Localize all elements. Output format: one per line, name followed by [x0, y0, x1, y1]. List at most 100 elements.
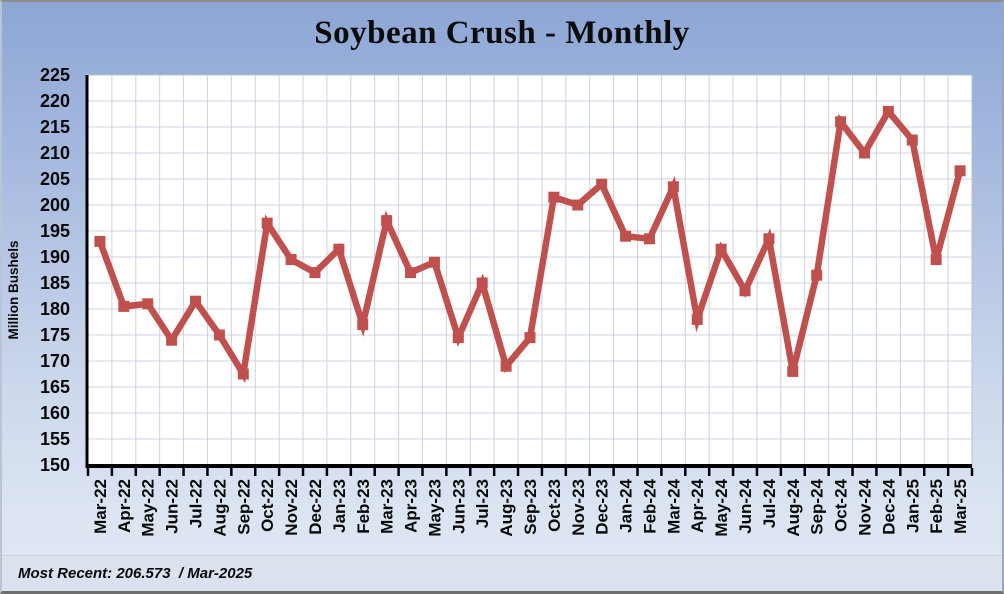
plot-area	[87, 74, 973, 466]
x-tick-label: Jul-22	[187, 479, 206, 528]
x-tick-label: May-23	[425, 479, 444, 537]
data-point-marker	[357, 319, 369, 331]
x-tick-label: Apr-22	[115, 479, 134, 533]
axes	[85, 75, 974, 476]
x-tick-label: Sep-23	[521, 479, 540, 535]
x-tick-label: Sep-24	[808, 478, 827, 534]
data-point-marker	[691, 313, 703, 325]
y-tick-label: 220	[40, 91, 70, 111]
x-tick-label: Jun-22	[163, 479, 182, 534]
x-tick-label: Nov-24	[855, 478, 874, 535]
x-tick-label: Feb-23	[354, 479, 373, 534]
data-point-marker	[930, 254, 942, 266]
data-point-marker	[166, 334, 178, 346]
x-tick-label: Aug-22	[210, 479, 229, 537]
x-tick-label: Dec-22	[306, 479, 325, 535]
data-point-marker	[858, 147, 870, 159]
footer-bar: Most Recent: 206.573 / Mar-2025	[2, 555, 1002, 591]
y-tick-label: 165	[40, 377, 70, 397]
x-tick-label: Apr-24	[688, 478, 707, 532]
data-point-marker	[954, 165, 966, 177]
y-tick-label: 195	[40, 221, 70, 241]
x-tick-label: Apr-23	[402, 479, 421, 533]
y-tick-label: 155	[40, 429, 70, 449]
data-point-marker	[381, 215, 393, 227]
x-tick-label: Oct-24	[832, 478, 851, 531]
y-tick-label: 160	[40, 403, 70, 423]
x-tick-label: Jan-24	[617, 478, 636, 532]
x-tick-label: May-24	[712, 478, 731, 536]
data-point-marker	[524, 332, 536, 344]
data-point-marker	[213, 329, 225, 341]
data-point-marker	[835, 116, 847, 128]
x-tick-label: Feb-24	[640, 478, 659, 533]
data-point-marker	[906, 134, 918, 146]
data-point-marker	[811, 269, 823, 281]
y-tick-label: 200	[40, 195, 70, 215]
y-tick-label: 215	[40, 117, 70, 137]
most-recent-text: Most Recent: 206.573 / Mar-2025	[18, 565, 253, 582]
y-tick-label: 175	[40, 325, 70, 345]
x-axis-tick-labels: Mar-22 Apr-22 May-22 Jun-22 Jul-22 Aug-22 Sep-…	[91, 478, 970, 536]
data-point-marker	[787, 365, 799, 377]
x-tick-label: Aug-23	[497, 479, 516, 537]
data-point-marker	[596, 178, 608, 190]
y-tick-label: 180	[40, 299, 70, 319]
data-point-marker	[285, 254, 297, 266]
y-tick-label: 190	[40, 247, 70, 267]
data-point-marker	[882, 105, 894, 117]
data-point-markers	[94, 105, 966, 380]
data-point-marker	[333, 243, 345, 255]
y-tick-label: 170	[40, 351, 70, 371]
y-tick-label: 225	[40, 65, 70, 85]
x-tick-label: Mar-25	[951, 479, 970, 534]
x-tick-label: Mar-22	[91, 479, 110, 534]
data-point-marker	[190, 295, 202, 307]
data-point-marker	[261, 217, 273, 229]
data-point-marker	[405, 267, 417, 279]
gridlines	[88, 75, 972, 465]
x-tick-label: Jan-23	[330, 479, 349, 533]
data-point-marker	[237, 368, 249, 380]
y-tick-label: 185	[40, 273, 70, 293]
y-axis-tick-labels: 150 155 160 165 170 175 180 185 190 195 200 205 210 2…	[40, 65, 70, 475]
data-point-marker	[428, 256, 440, 268]
y-tick-label: 210	[40, 143, 70, 163]
x-tick-label: Sep-22	[234, 479, 253, 535]
data-point-marker	[548, 191, 560, 203]
x-tick-label: Oct-22	[258, 479, 277, 532]
x-tick-label: Jan-25	[903, 479, 922, 533]
x-tick-label: Dec-23	[593, 479, 612, 535]
data-point-marker	[142, 298, 154, 310]
data-point-marker	[715, 243, 727, 255]
x-tick-label: Dec-24	[879, 478, 898, 534]
data-point-marker	[309, 267, 321, 279]
y-tick-label: 150	[40, 455, 70, 475]
y-tick-label: 205	[40, 169, 70, 189]
x-tick-label: Aug-24	[784, 478, 803, 536]
data-point-marker	[118, 300, 130, 312]
x-tick-label: Jul-23	[473, 479, 492, 528]
x-tick-label: Nov-22	[282, 479, 301, 536]
data-point-marker	[643, 233, 655, 245]
x-tick-label: Mar-24	[664, 478, 683, 533]
x-tick-label: Mar-23	[378, 479, 397, 534]
y-axis-title: Million Bushels	[6, 240, 21, 339]
data-point-marker	[500, 360, 512, 372]
x-tick-label: Jun-23	[449, 479, 468, 534]
chart-title: Soybean Crush - Monthly	[314, 15, 690, 51]
x-tick-label: Oct-23	[545, 479, 564, 532]
data-point-marker	[94, 235, 106, 247]
data-point-marker	[476, 277, 488, 289]
x-tick-label: Jul-24	[760, 478, 779, 528]
data-point-marker	[572, 199, 584, 211]
x-tick-label: Feb-25	[927, 479, 946, 534]
x-tick-label: Nov-23	[569, 479, 588, 536]
data-point-marker	[667, 181, 679, 193]
data-point-marker	[763, 233, 775, 245]
data-point-marker	[620, 230, 632, 242]
data-point-marker	[739, 285, 751, 297]
x-tick-label: Jun-24	[736, 478, 755, 533]
